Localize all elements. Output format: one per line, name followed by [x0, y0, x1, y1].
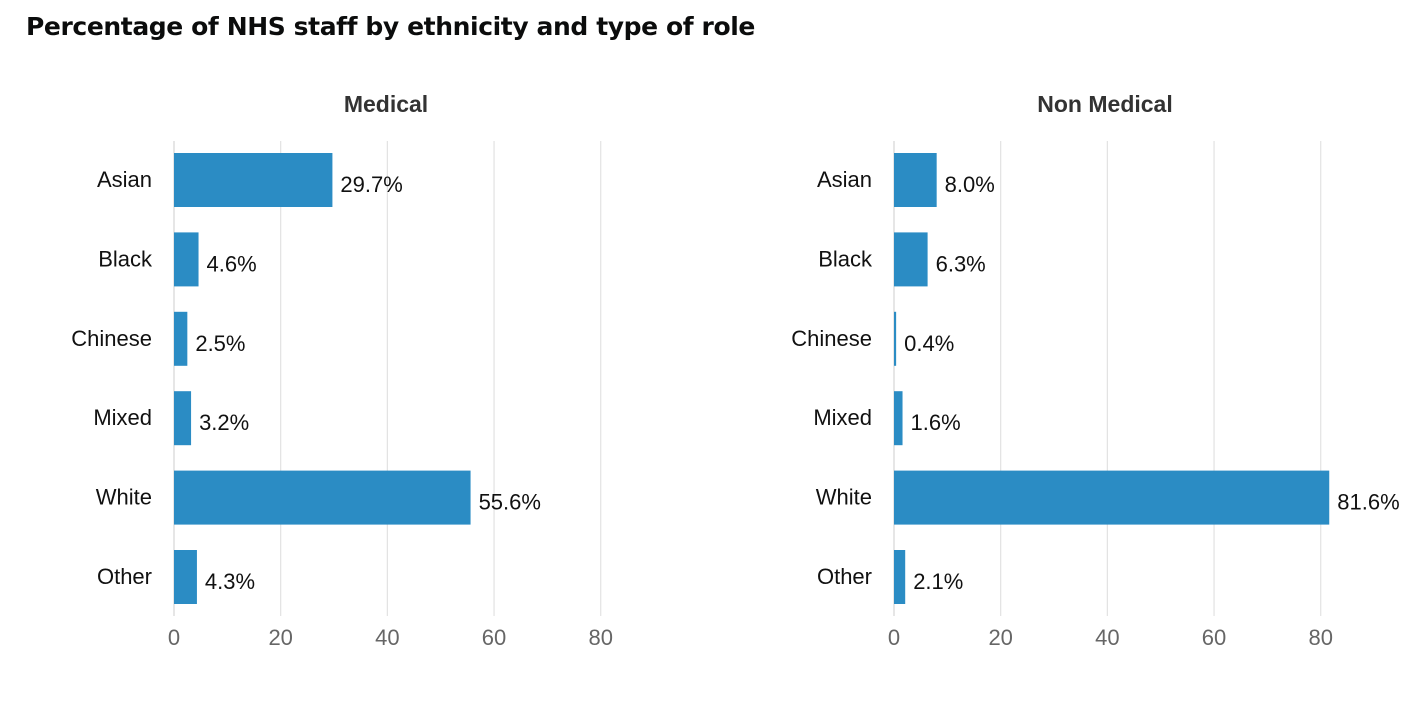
- medical-category-label: White: [96, 485, 152, 510]
- medical-bar-black: [174, 232, 199, 287]
- medical-bar-mixed: [174, 391, 192, 446]
- non-medical-category-label: Chinese: [791, 326, 872, 351]
- non-medical-data-label: 1.6%: [911, 410, 961, 435]
- non-medical-x-tick-label: 20: [988, 625, 1012, 650]
- non-medical-data-label: 6.3%: [936, 251, 986, 276]
- non-medical-data-label: 81.6%: [1337, 490, 1399, 515]
- medical-x-tick-label: 20: [268, 625, 292, 650]
- non-medical-category-label: Black: [818, 246, 873, 271]
- non-medical-category-label: Asian: [817, 167, 872, 192]
- medical-bar-other: [174, 550, 197, 604]
- medical-x-tick-label: 80: [588, 625, 612, 650]
- non-medical-x-tick-label: 80: [1308, 625, 1332, 650]
- medical-data-label: 2.5%: [195, 331, 245, 356]
- non-medical-category-label: White: [816, 485, 872, 510]
- non-medical-data-label: 8.0%: [945, 172, 995, 197]
- non-medical-data-label: 2.1%: [913, 569, 963, 594]
- non-medical-category-label: Mixed: [813, 405, 872, 430]
- non-medical-bar-other: [894, 550, 906, 604]
- non-medical-panel-title: Non Medical: [1037, 91, 1172, 117]
- medical-category-label: Asian: [97, 167, 152, 192]
- medical-bar-asian: [174, 153, 333, 207]
- non-medical-data-label: 0.4%: [904, 331, 954, 356]
- non-medical-x-tick-label: 40: [1095, 625, 1119, 650]
- medical-data-label: 4.6%: [207, 251, 257, 276]
- medical-data-label: 29.7%: [340, 172, 402, 197]
- page-title: Percentage of NHS staff by ethnicity and…: [26, 12, 755, 41]
- medical-category-label: Black: [98, 246, 153, 271]
- medical-x-tick-label: 0: [168, 625, 180, 650]
- medical-bar-white: [174, 470, 471, 525]
- non-medical-bar-black: [894, 232, 928, 287]
- non-medical-bar-asian: [894, 153, 937, 207]
- medical-category-label: Chinese: [71, 326, 152, 351]
- non-medical-bar-white: [894, 470, 1330, 525]
- medical-data-label: 4.3%: [205, 569, 255, 594]
- medical-data-label: 55.6%: [479, 490, 541, 515]
- non-medical-bar-mixed: [894, 391, 903, 446]
- medical-category-label: Mixed: [93, 405, 152, 430]
- medical-data-label: 3.2%: [199, 410, 249, 435]
- medical-bar-chinese: [174, 311, 188, 366]
- medical-x-tick-label: 40: [375, 625, 399, 650]
- non-medical-bar-chinese: [894, 311, 897, 366]
- non-medical-x-tick-label: 60: [1202, 625, 1226, 650]
- medical-category-label: Other: [97, 564, 152, 589]
- non-medical-x-tick-label: 0: [888, 625, 900, 650]
- medical-panel-title: Medical: [344, 91, 428, 117]
- medical-x-tick-label: 60: [482, 625, 506, 650]
- non-medical-category-label: Other: [817, 564, 872, 589]
